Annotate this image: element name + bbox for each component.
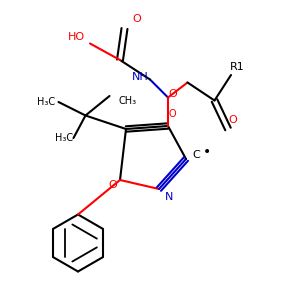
Text: O: O (228, 115, 237, 125)
Text: HO: HO (68, 32, 85, 43)
Text: R1: R1 (230, 62, 244, 73)
Text: O: O (169, 109, 176, 119)
Text: O: O (168, 89, 177, 100)
Text: O: O (132, 14, 141, 25)
Text: O: O (108, 179, 117, 190)
Text: CH₃: CH₃ (118, 95, 136, 106)
Text: •: • (203, 146, 211, 159)
Text: N: N (165, 191, 174, 202)
Text: C: C (193, 149, 200, 160)
Text: NH: NH (132, 71, 149, 82)
Text: H₃C: H₃C (56, 133, 74, 143)
Text: H₃C: H₃C (38, 97, 56, 107)
